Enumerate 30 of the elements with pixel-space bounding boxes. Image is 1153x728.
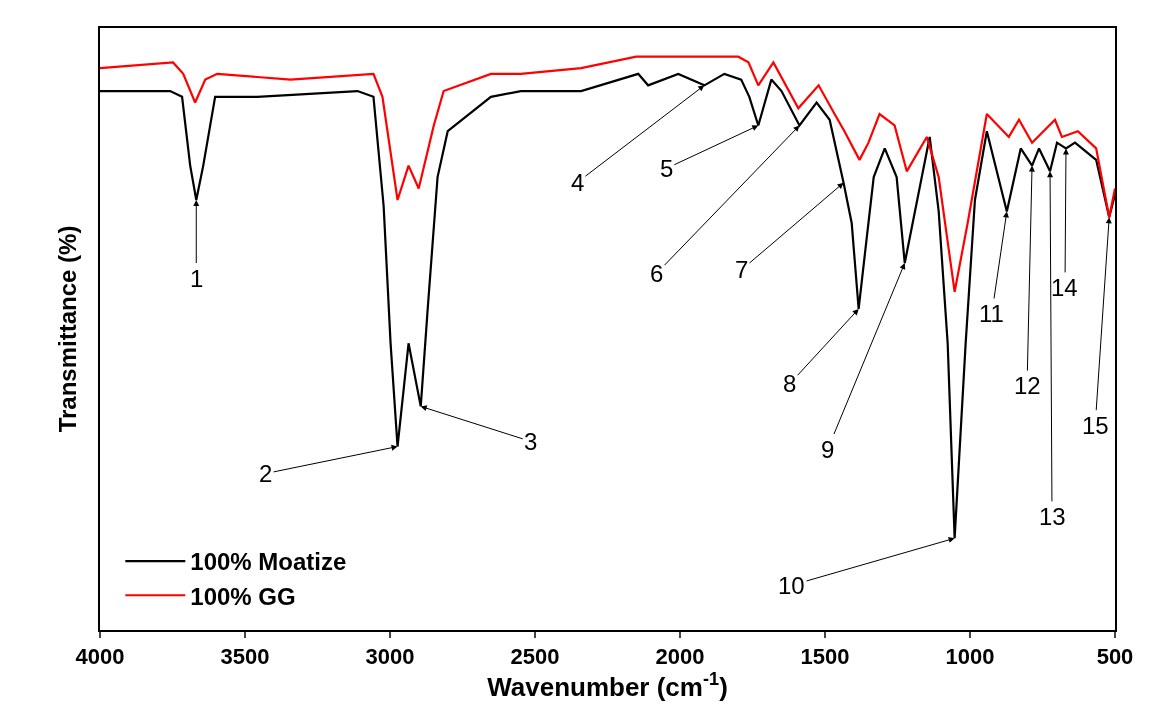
x-tick-label: 2500 (510, 644, 560, 670)
annotation: 12 (1014, 372, 1041, 399)
annotation: 14 (1051, 274, 1078, 301)
x-tick-label: 2000 (655, 644, 705, 670)
annotation: 15 (1082, 412, 1109, 439)
annotation: 13 (1039, 503, 1066, 530)
x-tick-label: 1000 (945, 644, 995, 670)
annotation: 11 (979, 300, 1004, 327)
annotation: 6 (650, 260, 664, 287)
x-tick-label: 4000 (75, 644, 125, 670)
annotation: 5 (660, 155, 674, 182)
point (391, 444, 398, 451)
x-tick-label: 3000 (365, 644, 415, 670)
annotation: 3 (524, 428, 538, 455)
x-tick-label: 1500 (800, 644, 850, 670)
y-axis-title: Transmittance (%) (53, 225, 81, 433)
annotation: 2 (259, 460, 273, 487)
legend-label: 100% GG (190, 582, 296, 610)
point (948, 537, 955, 543)
annotation: 8 (783, 370, 797, 397)
annotation: 7 (735, 256, 749, 283)
legend-label: 100% Moatize (190, 548, 347, 576)
x-tick-label: 3500 (220, 644, 270, 670)
annotation: 4 (571, 169, 585, 196)
annotation: 10 (778, 572, 805, 599)
annotation: 9 (821, 436, 835, 463)
x-tick-label: 500 (1096, 644, 1134, 670)
x-axis-title: Wavenumber (cm$^{-1}$) (487, 669, 728, 703)
annotation: 1 (190, 265, 204, 292)
point (751, 125, 759, 131)
